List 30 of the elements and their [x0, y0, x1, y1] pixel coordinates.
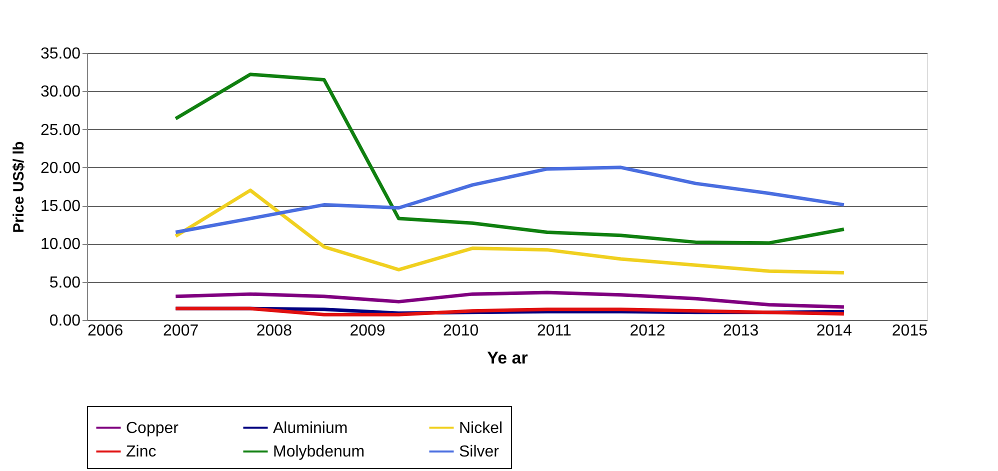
x-tick-label: 2007 [163, 322, 199, 340]
x-tick-label: 2014 [816, 322, 852, 340]
legend-label: Zinc [126, 444, 156, 460]
legend-label: Copper [126, 420, 180, 437]
x-axis-title: Ye ar [487, 348, 528, 368]
x-tick-label: 2011 [536, 322, 572, 340]
y-tick-label: 25.00 [40, 122, 81, 139]
legend-label: Molybdenum [273, 444, 365, 460]
x-tick-label: 2008 [256, 322, 292, 340]
legend-label: Silver [459, 444, 500, 460]
line-series [174, 72, 846, 245]
x-tick-label: 2015 [892, 322, 928, 340]
line-series [174, 290, 846, 309]
y-tick-label: 30.00 [40, 84, 81, 101]
line-series [174, 188, 846, 274]
x-tick-label: 2010 [443, 322, 479, 340]
y-tick-label: 5.00 [49, 274, 81, 292]
line-series [174, 166, 846, 234]
y-tick-label: 0.00 [49, 312, 81, 330]
x-tick-label: 2006 [88, 322, 124, 340]
y-tick-label: 10.00 [40, 236, 81, 254]
y-tick-label: 15.00 [40, 198, 81, 216]
y-axis-title: Price US$/ lb [10, 141, 28, 233]
y-tick-label: 20.00 [40, 160, 81, 177]
y-tick-label: 35.00 [40, 46, 81, 62]
x-tick-label: 2013 [723, 322, 759, 340]
x-tick-label: 2009 [350, 322, 386, 340]
legend-label: Nickel [459, 420, 503, 437]
x-tick-label: 2012 [630, 322, 666, 340]
legend-label: Aluminium [273, 420, 348, 437]
